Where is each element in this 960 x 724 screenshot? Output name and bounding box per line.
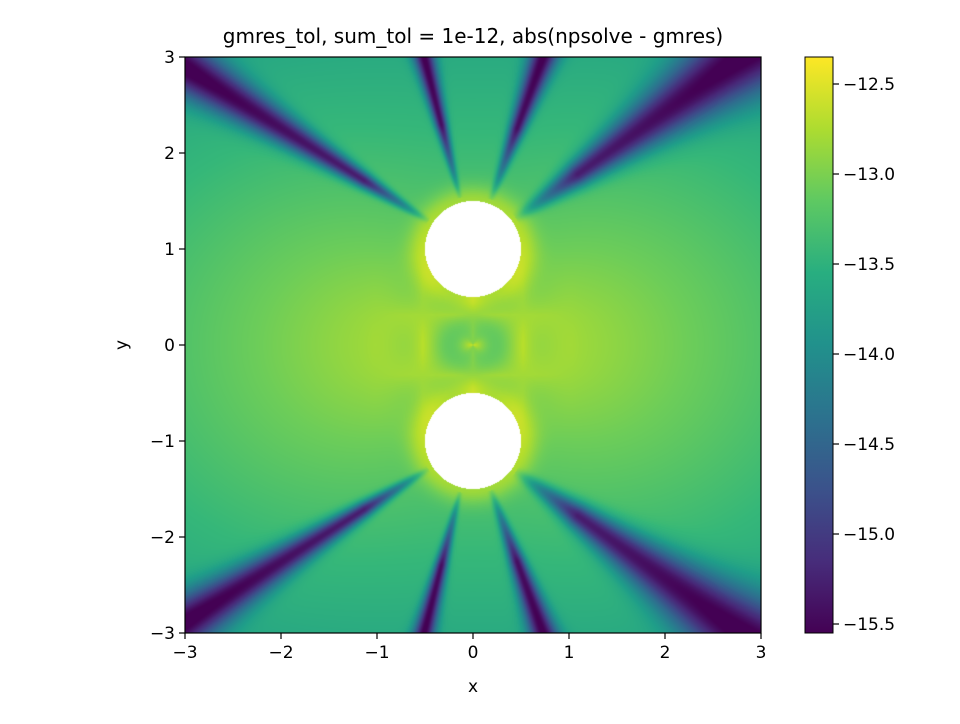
colorbar-tick-label: −15.5 — [843, 615, 895, 635]
x-tick-label: −2 — [268, 643, 293, 663]
x-tick-label: −1 — [364, 643, 389, 663]
colorbar-tick-label: −14.0 — [843, 345, 895, 365]
heatmap-image — [185, 57, 761, 633]
x-tick-label: 0 — [468, 643, 479, 663]
y-axis: −3 −2 −1 0 1 2 3 — [150, 48, 185, 644]
y-tick-label: −3 — [150, 624, 175, 644]
x-tick-label: 3 — [756, 643, 767, 663]
y-tick-label: 2 — [164, 144, 175, 164]
y-tick-label: 1 — [164, 240, 175, 260]
colorbar-tick-label: −15.0 — [843, 525, 895, 545]
x-tick-label: 1 — [564, 643, 575, 663]
y-tick-label: −1 — [150, 432, 175, 452]
y-tick-label: 3 — [164, 48, 175, 68]
y-axis-label: y — [112, 340, 132, 350]
x-tick-label: 2 — [660, 643, 671, 663]
colorbar-tick-label: −14.5 — [843, 435, 895, 455]
x-axis-label: x — [468, 677, 478, 697]
colorbar-tick-label: −13.0 — [843, 165, 895, 185]
colorbar-tick-label: −13.5 — [843, 255, 895, 275]
colorbar-axis: −12.5 −13.0 −13.5 −14.0 −14.5 −15.0 −15.5 — [833, 75, 895, 635]
chart-title: gmres_tol, sum_tol = 1e-12, abs(npsolve … — [223, 24, 723, 48]
colorbar — [804, 56, 834, 634]
y-tick-label: 0 — [164, 336, 175, 356]
x-axis: −3 −2 −1 0 1 2 3 — [172, 633, 766, 663]
y-tick-label: −2 — [150, 528, 175, 548]
colorbar-tick-label: −12.5 — [843, 75, 895, 95]
x-tick-label: −3 — [172, 643, 197, 663]
